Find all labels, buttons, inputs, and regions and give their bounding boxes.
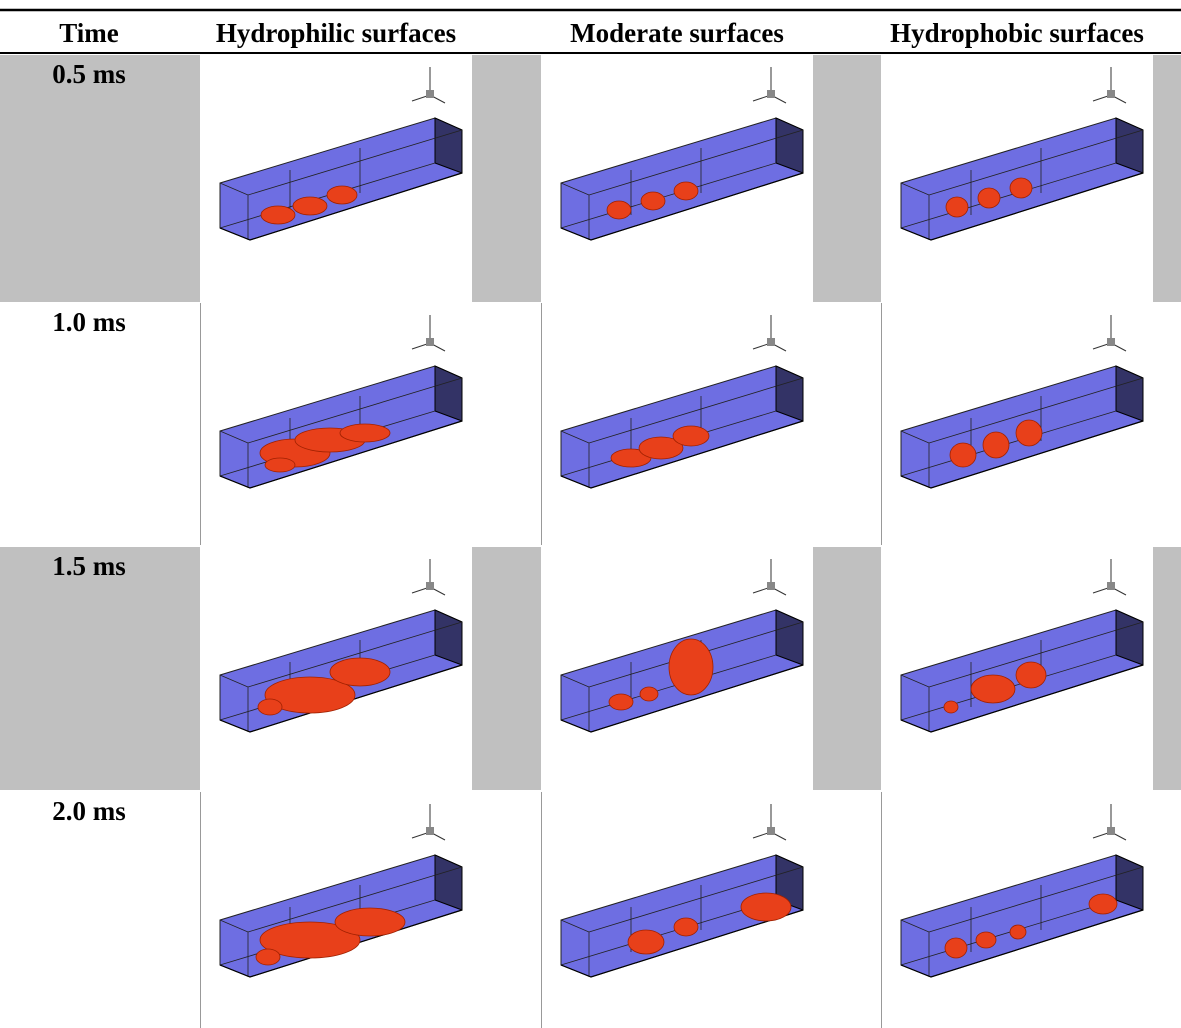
- simulation-image: [200, 547, 472, 790]
- droplet: [674, 918, 698, 936]
- droplet: [609, 694, 633, 710]
- droplet: [641, 192, 665, 210]
- axis-cube: [767, 90, 775, 98]
- droplet: [607, 201, 631, 219]
- droplet: [1016, 420, 1042, 446]
- time-cell: 0.5 ms: [52, 59, 126, 89]
- droplet: [1010, 925, 1026, 939]
- time-cell: 1.0 ms: [52, 307, 126, 337]
- droplet: [335, 908, 405, 936]
- simulation-image: [881, 303, 1153, 545]
- droplet: [340, 424, 390, 442]
- droplet: [946, 197, 968, 217]
- axis-cube: [767, 582, 775, 590]
- axis-cube: [426, 90, 434, 98]
- axis-cube: [426, 582, 434, 590]
- droplet: [265, 458, 295, 472]
- axis-cube: [1107, 90, 1115, 98]
- time-cell: 1.5 ms: [52, 551, 126, 581]
- table: Time Hydrophilic surfaces Moderate surfa…: [0, 0, 1181, 1028]
- droplet: [971, 675, 1015, 703]
- simulation-image: [200, 792, 472, 1028]
- simulation-image: [541, 303, 813, 545]
- simulation-image: [541, 792, 813, 1028]
- droplet: [1089, 894, 1117, 914]
- axis-cube: [1107, 338, 1115, 346]
- droplet: [258, 699, 282, 715]
- droplet: [983, 432, 1009, 458]
- droplet: [674, 182, 698, 200]
- simulation-image: [541, 55, 813, 302]
- axis-cube: [767, 827, 775, 835]
- header-cell: Hydrophilic surfaces: [216, 18, 456, 48]
- droplet: [293, 197, 327, 215]
- droplet: [330, 658, 390, 686]
- droplet: [261, 206, 295, 224]
- droplet: [741, 893, 791, 921]
- page: {"table": {"header": ["Time", "Hydrophil…: [0, 0, 1181, 1028]
- axis-cube: [426, 827, 434, 835]
- droplet: [640, 687, 658, 701]
- time-cell: 2.0 ms: [52, 796, 126, 826]
- droplet: [669, 639, 713, 695]
- droplet: [976, 932, 996, 948]
- simulation-image: [200, 55, 472, 302]
- simulation-image: [200, 303, 472, 545]
- header-cell: Moderate surfaces: [570, 18, 784, 48]
- droplet: [673, 426, 709, 446]
- header-cell: Hydrophobic surfaces: [890, 18, 1144, 48]
- axis-cube: [767, 338, 775, 346]
- axis-cube: [426, 338, 434, 346]
- header-cell: Time: [59, 18, 119, 48]
- droplet: [945, 938, 967, 958]
- droplet: [950, 443, 976, 467]
- droplet: [327, 186, 357, 204]
- simulation-image: [881, 792, 1153, 1028]
- simulation-image: [541, 547, 813, 790]
- droplet: [628, 930, 664, 954]
- droplet: [256, 949, 280, 965]
- droplet: [1010, 178, 1032, 198]
- axis-cube: [1107, 582, 1115, 590]
- droplet: [1016, 662, 1046, 688]
- simulation-image: [881, 55, 1153, 302]
- droplet: [944, 701, 958, 713]
- simulation-image: [881, 547, 1153, 790]
- droplet: [978, 188, 1000, 208]
- axis-cube: [1107, 827, 1115, 835]
